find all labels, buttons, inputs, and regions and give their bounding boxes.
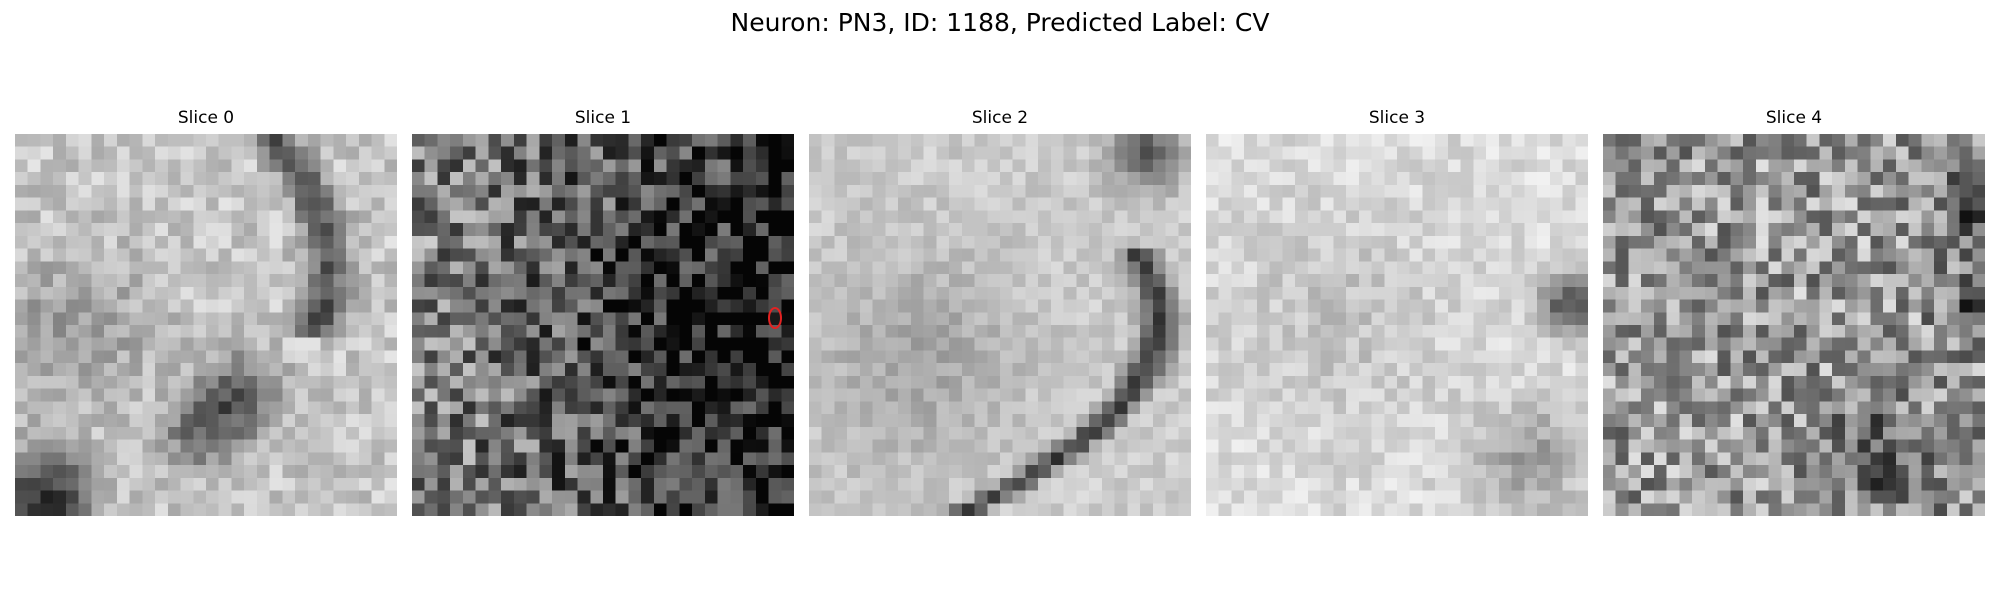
panel-title: Slice 0 bbox=[177, 108, 235, 128]
panel-title: Slice 2 bbox=[971, 108, 1029, 128]
slice-image bbox=[1206, 134, 1588, 516]
panel-title: Slice 4 bbox=[1765, 108, 1823, 128]
slice-image bbox=[1603, 134, 1985, 516]
slice-image bbox=[809, 134, 1191, 516]
slice-image bbox=[412, 134, 794, 516]
panel-title: Slice 1 bbox=[574, 108, 632, 128]
figure-title: Neuron: PN3, ID: 1188, Predicted Label: … bbox=[730, 8, 1270, 37]
slice-image bbox=[15, 134, 397, 516]
panel-title: Slice 3 bbox=[1368, 108, 1426, 128]
